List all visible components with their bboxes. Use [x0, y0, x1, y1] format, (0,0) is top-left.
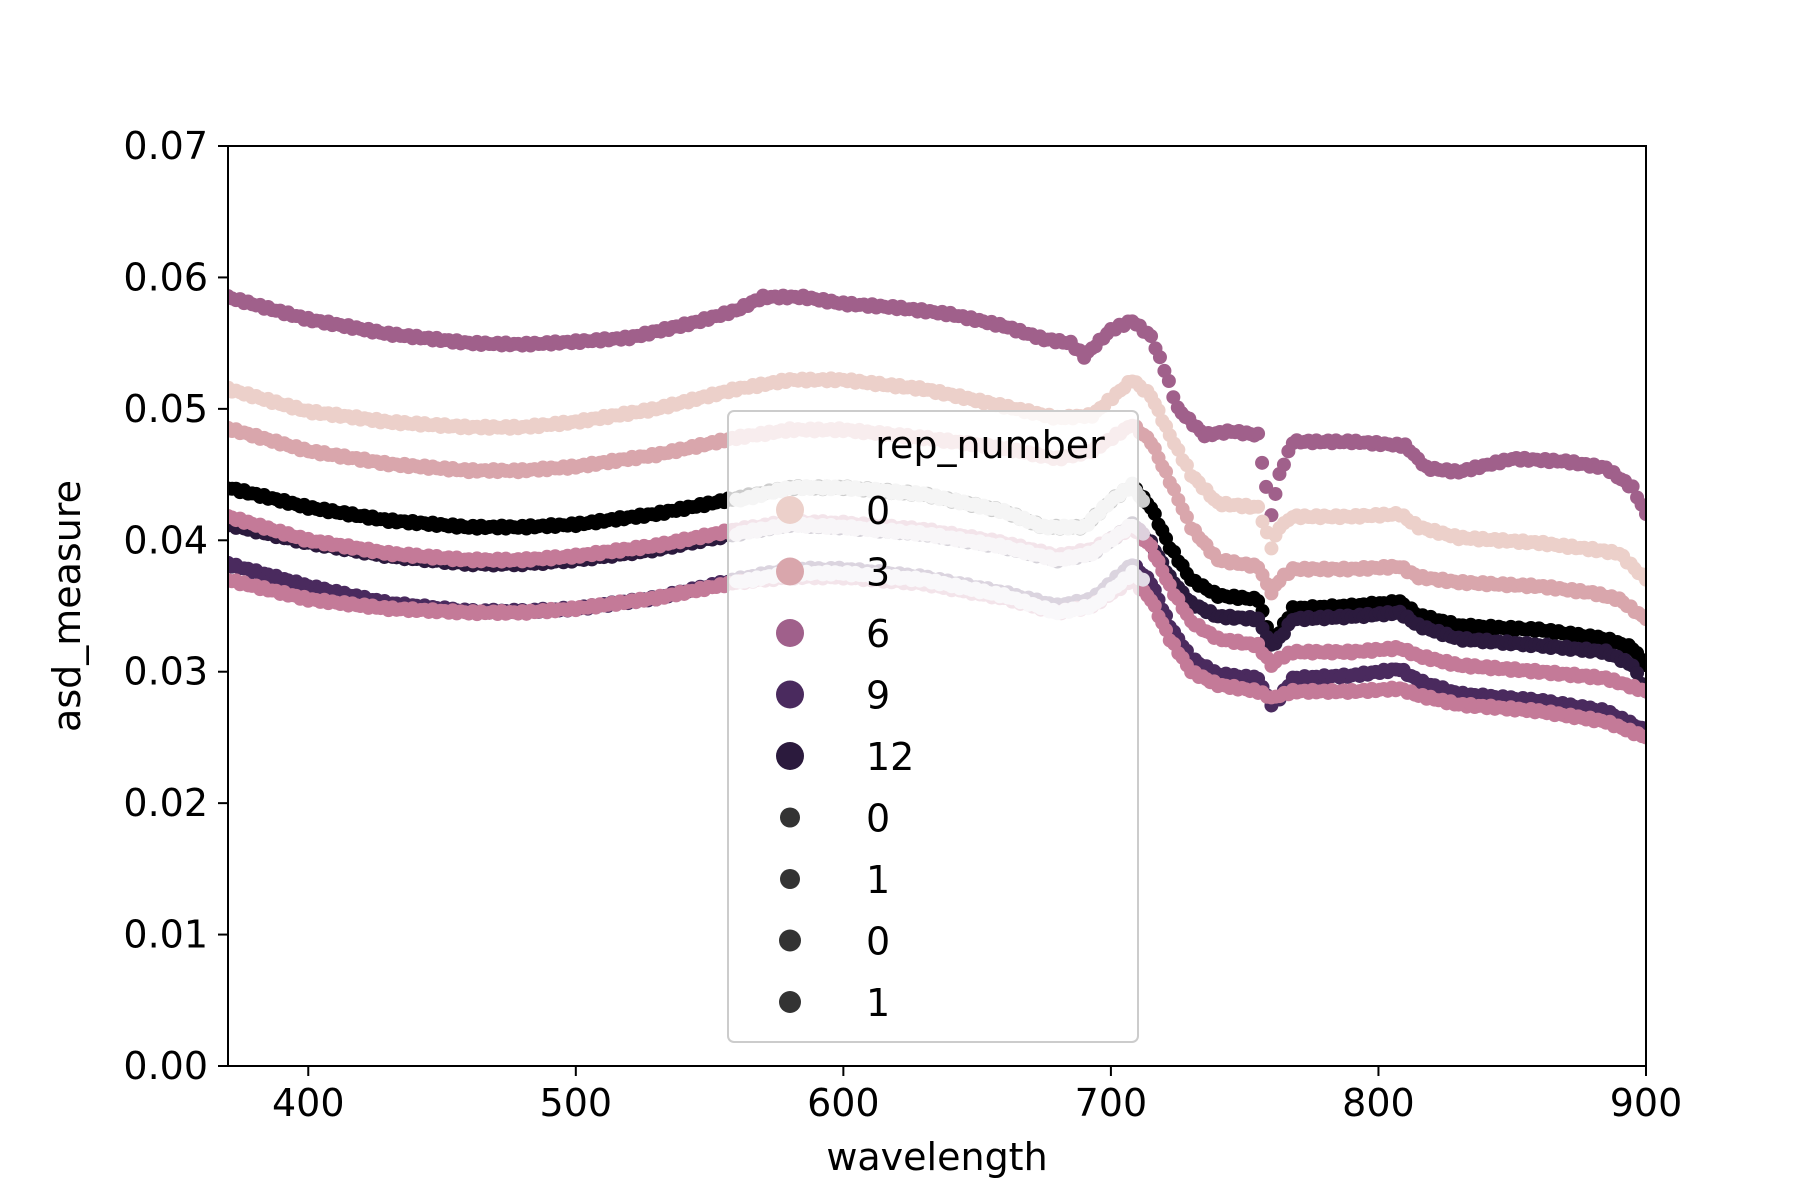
- legend-label-0: 0: [866, 489, 890, 533]
- legend-label-4: 12: [866, 735, 914, 779]
- x-tick-label-0: 400: [272, 1081, 345, 1125]
- point: [1136, 526, 1151, 541]
- plot-frame: [227, 145, 1647, 1067]
- point: [1144, 329, 1159, 344]
- y-tick-label-6: 0.06: [123, 255, 208, 299]
- point: [1136, 493, 1151, 508]
- point: [1136, 572, 1151, 587]
- legend-label-6: 1: [866, 858, 890, 902]
- point: [1639, 507, 1646, 521]
- point: [1255, 514, 1270, 529]
- point: [1264, 541, 1279, 556]
- legend-box: [727, 410, 1139, 1043]
- x-tick-label-3: 700: [1075, 1081, 1148, 1125]
- y-axis: 0.00 0.01 0.02 0.03 0.04 0.05 0.06 0.07: [123, 124, 228, 1088]
- point: [1179, 458, 1194, 473]
- point: [1161, 373, 1176, 388]
- legend-marker-3: [776, 680, 804, 709]
- point: [1639, 572, 1646, 587]
- y-tick-label-3: 0.03: [123, 650, 208, 694]
- legend: rep_number 0 3 6 9 12 0 1 0 1: [727, 410, 1139, 1043]
- point: [1639, 730, 1646, 745]
- y-tick-label-2: 0.02: [123, 781, 208, 825]
- y-tick-label-1: 0.01: [123, 913, 208, 957]
- legend-label-3: 9: [866, 674, 890, 718]
- legend-label-5: 0: [866, 797, 890, 841]
- point: [1151, 403, 1166, 418]
- legend-marker-5: [780, 807, 800, 828]
- y-tick-label-7: 0.07: [123, 124, 208, 168]
- point: [1147, 598, 1162, 613]
- legend-marker-7: [779, 929, 801, 952]
- legend-marker-6: [780, 869, 800, 889]
- x-axis: 400 500 600 700 800 900: [272, 1066, 1682, 1125]
- point: [1276, 457, 1291, 472]
- point: [1639, 612, 1646, 627]
- legend-marker-4: [776, 742, 804, 770]
- legend-marker-0: [776, 496, 804, 524]
- x-axis-label: wavelength: [826, 1135, 1047, 1179]
- point: [1639, 684, 1646, 699]
- y-axis-label: asd_measure: [45, 480, 89, 732]
- x-tick-label-4: 800: [1342, 1081, 1415, 1125]
- point: [1251, 426, 1266, 441]
- legend-label-1: 3: [866, 551, 890, 595]
- point: [1147, 506, 1162, 521]
- legend-marker-8: [779, 991, 801, 1013]
- point: [1171, 442, 1186, 457]
- x-tick-label-2: 600: [807, 1081, 880, 1125]
- legend-marker-1: [776, 557, 804, 586]
- legend-title: rep_number: [875, 423, 1105, 467]
- point: [1630, 665, 1645, 680]
- y-tick-label-5: 0.05: [123, 387, 208, 431]
- y-tick-label-0: 0.00: [123, 1044, 208, 1088]
- point: [1255, 455, 1270, 470]
- point: [1625, 479, 1640, 494]
- series-0: [228, 288, 1646, 523]
- point: [1251, 499, 1266, 514]
- point: [1159, 464, 1174, 479]
- legend-items: 0 3 6 9 12 0 1 0 1: [776, 489, 914, 1025]
- legend-marker-2: [776, 619, 804, 647]
- y-tick-label-4: 0.04: [123, 518, 208, 562]
- x-tick-label-5: 900: [1610, 1081, 1683, 1125]
- point: [1152, 350, 1167, 365]
- x-tick-label-1: 500: [540, 1081, 613, 1125]
- point: [1179, 509, 1194, 524]
- legend-label-8: 1: [866, 981, 890, 1025]
- legend-label-7: 0: [866, 920, 890, 964]
- series-1: [228, 371, 1646, 587]
- point: [1268, 486, 1283, 501]
- legend-label-2: 6: [866, 612, 890, 656]
